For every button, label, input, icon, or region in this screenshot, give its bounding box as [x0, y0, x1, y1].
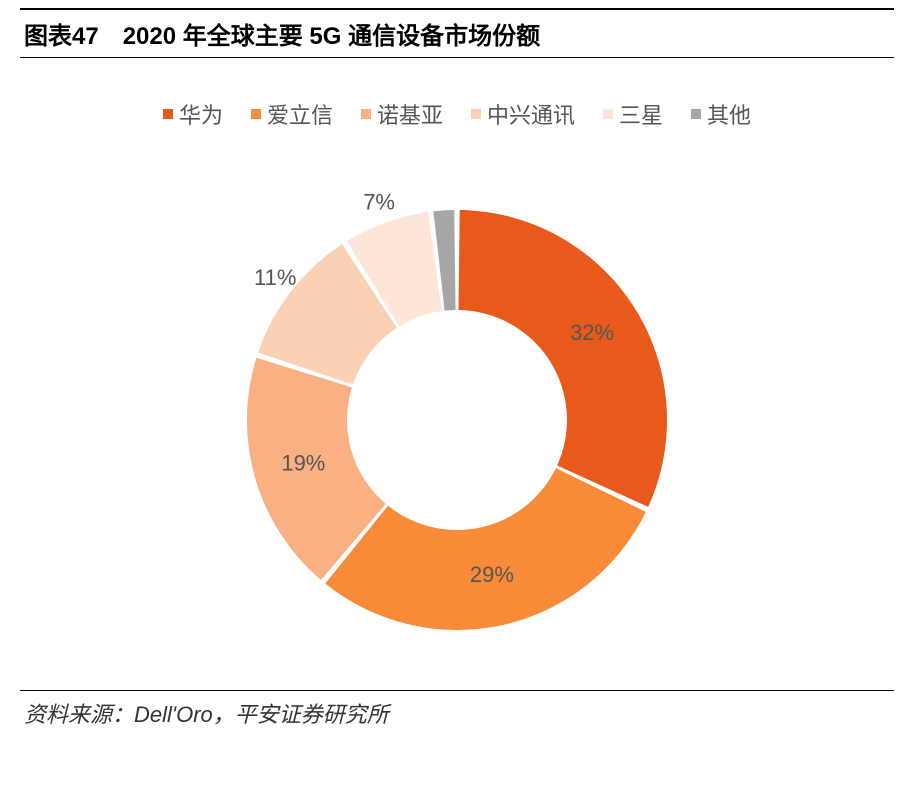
legend-label: 爱立信: [267, 98, 333, 130]
legend-label: 三星: [619, 98, 663, 130]
legend-marker: [471, 109, 481, 119]
legend-marker: [691, 109, 701, 119]
legend-item: 中兴通讯: [471, 98, 575, 130]
donut-slice: [458, 210, 667, 507]
legend-item: 爱立信: [251, 98, 333, 130]
legend-label: 华为: [179, 98, 223, 130]
slice-label: 29%: [470, 562, 514, 587]
legend-marker: [251, 109, 261, 119]
chart-container: 图表47 2020 年全球主要 5G 通信设备市场份额 华为 爱立信 诺基亚 中兴通讯…: [0, 0, 914, 747]
legend-marker: [603, 109, 613, 119]
legend-label: 其他: [707, 98, 751, 130]
chart-area: 32% 29% 19% 11% 7%: [20, 150, 894, 690]
legend-item: 其他: [691, 98, 751, 130]
donut-chart: 32% 29% 19% 11% 7%: [177, 160, 737, 680]
legend: 华为 爱立信 诺基亚 中兴通讯 三星 其他: [20, 98, 894, 130]
source-bar: 资料来源：Dell'Oro，平安证券研究所: [20, 690, 894, 739]
title-bar: 图表47 2020 年全球主要 5G 通信设备市场份额: [20, 8, 894, 58]
chart-title: 图表47 2020 年全球主要 5G 通信设备市场份额: [24, 16, 890, 51]
legend-item: 华为: [163, 98, 223, 130]
slice-label: 32%: [570, 320, 614, 345]
slice-label: 7%: [363, 189, 395, 214]
slice-label: 11%: [254, 265, 296, 290]
legend-marker: [163, 109, 173, 119]
legend-label: 中兴通讯: [487, 98, 575, 130]
legend-item: 三星: [603, 98, 663, 130]
source-text: 资料来源：Dell'Oro，平安证券研究所: [24, 697, 890, 729]
legend-marker: [361, 109, 371, 119]
slice-label: 19%: [281, 450, 325, 475]
legend-item: 诺基亚: [361, 98, 443, 130]
legend-label: 诺基亚: [377, 98, 443, 130]
